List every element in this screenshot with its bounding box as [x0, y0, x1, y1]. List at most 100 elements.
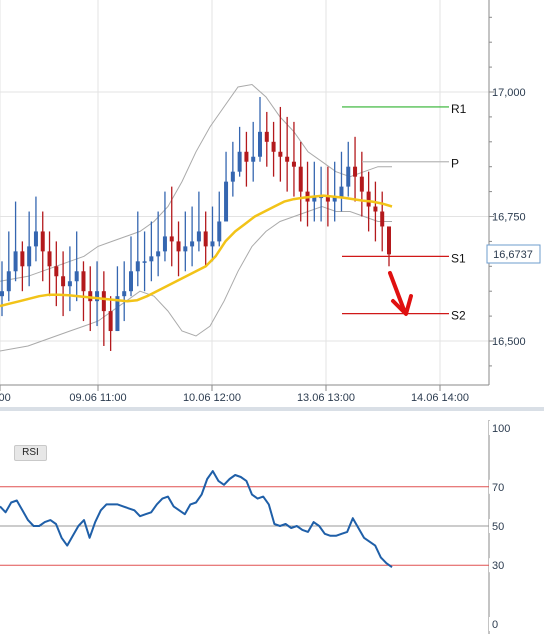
candle-body: [67, 281, 72, 287]
candle-body: [95, 291, 100, 302]
candle-body: [291, 161, 296, 167]
candle-body: [312, 196, 317, 202]
candle-body: [224, 181, 229, 222]
price-marker-label: 16,6737: [493, 249, 533, 261]
candle-body: [264, 131, 269, 142]
candle-body: [271, 141, 276, 152]
moving-average: [0, 194, 393, 308]
candle-body: [380, 211, 385, 227]
candle-body: [366, 191, 371, 207]
candle-body: [6, 271, 11, 292]
rsi-tick-label: 50: [492, 521, 504, 533]
rsi-tick-label: 30: [492, 560, 504, 572]
candle-body: [237, 151, 242, 172]
candle-body: [108, 311, 113, 332]
candle-body: [346, 166, 351, 187]
time-tick-label: 9:00: [0, 392, 11, 404]
pivot-label-p: P: [451, 157, 459, 171]
candle-body: [33, 231, 38, 247]
pivot-label-r1: R1: [451, 102, 467, 116]
candle-body: [278, 151, 283, 157]
candle-body: [47, 251, 52, 267]
rsi-tick-box: [489, 617, 513, 631]
candle-body: [285, 156, 290, 162]
candle-body: [40, 231, 45, 252]
candle-body: [115, 296, 120, 332]
candle-body: [0, 291, 4, 297]
candle-body: [332, 196, 337, 202]
rsi-tick-label: 70: [492, 482, 504, 494]
time-tick-label: 14.06 14:00: [411, 392, 469, 404]
down-arrow-head: [391, 294, 413, 316]
candle-body: [298, 166, 303, 192]
rsi-tick-box: [489, 558, 513, 573]
candle-body: [20, 251, 25, 267]
candle-body: [129, 271, 133, 292]
rsi-panel: 100 70 50 30 0: [0, 420, 513, 634]
rsi-tick-box: [489, 421, 513, 435]
bollinger-bands: [0, 83, 392, 352]
price-tick-label: 16,500: [492, 336, 526, 348]
candle-body: [353, 166, 358, 177]
price-marker-box: [486, 244, 541, 264]
candle-body: [13, 251, 18, 272]
candle-body: [176, 241, 181, 252]
rsi-tick-box: [489, 479, 513, 494]
candle-body: [81, 271, 86, 292]
candle-body: [373, 206, 378, 212]
candle-body: [359, 176, 364, 192]
rsi-tick-label: 0: [492, 619, 498, 631]
candle-body: [61, 276, 66, 287]
price-tick-label: 17,000: [492, 87, 526, 99]
moving-average-line: [0, 194, 393, 308]
candle-body: [217, 221, 222, 242]
candle-body: [196, 231, 201, 242]
candle-body: [74, 271, 79, 282]
candle-body: [54, 266, 59, 277]
candle-body: [325, 196, 330, 202]
rsi-axis: 100 70 50 30 0: [489, 421, 513, 631]
bollinger-upper-line: [0, 83, 392, 282]
candle-body: [27, 246, 32, 267]
candle-body: [101, 291, 106, 312]
price-axis: 17,000 16,750 16,500: [489, 16, 526, 367]
pivot-levels: R2R1PS1S2: [342, 102, 467, 323]
candle-body: [258, 131, 262, 157]
candle-body: [230, 171, 235, 182]
down-arrow: [388, 271, 413, 316]
rsi-line: [0, 470, 393, 569]
time-tick-label: 09.06 11:00: [69, 392, 126, 404]
candle-body: [135, 261, 140, 272]
candle-body: [387, 226, 391, 255]
rsi-series: [0, 470, 393, 569]
candle-body: [149, 256, 154, 262]
pivot-label-s1: S1: [451, 251, 466, 265]
candle-body: [190, 241, 195, 247]
candle-body: [122, 291, 127, 297]
candle-body: [156, 251, 161, 257]
panel-separator: [0, 407, 544, 411]
candle-body: [210, 241, 215, 247]
rsi-tick-box: [489, 519, 513, 533]
bollinger-lower-line: [0, 205, 392, 352]
price-marker: 16,6737: [486, 244, 541, 264]
candle-body: [319, 196, 324, 199]
candle-body: [339, 186, 344, 197]
time-tick-label: 13.06 13:00: [297, 392, 355, 404]
time-tick-label: 10.06 12:00: [183, 392, 241, 404]
candle-body: [183, 246, 188, 252]
pivot-label-s2: S2: [451, 309, 466, 323]
rsi-tick-label: 100: [492, 423, 510, 435]
candlesticks: [0, 96, 391, 351]
price-tick-label: 16,750: [492, 212, 526, 224]
down-arrow-shaft: [388, 271, 406, 312]
candle-body: [169, 236, 174, 242]
candle-body: [162, 236, 167, 252]
candle-body: [203, 231, 208, 247]
rsi-indicator-tag[interactable]: RSI: [14, 445, 47, 461]
time-axis: 9:00 09.06 11:00 10.06 12:00 13.06 13:00 14.…: [0, 385, 469, 404]
price-gridlines: [0, 0, 489, 385]
candle-body: [142, 261, 147, 263]
